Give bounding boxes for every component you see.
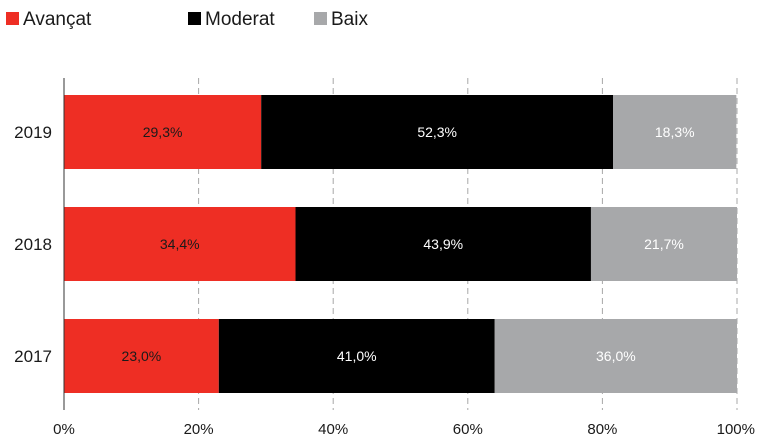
data-label-2018-baix: 21,7% <box>644 236 684 252</box>
legend-label-baix: Baix <box>331 9 368 30</box>
x-tick-label-40: 40% <box>318 421 348 438</box>
axes: 2019 2018 2017 0% 20% 40% 60% 80% 100% <box>14 78 755 438</box>
bar-2019-baix <box>613 95 737 169</box>
bar-2019-moderat <box>261 95 614 169</box>
bar-2018-moderat <box>295 207 591 281</box>
bar-2019-avancat <box>64 95 262 169</box>
data-label-2019-avancat: 29,3% <box>143 124 183 140</box>
x-tick-label-20: 20% <box>184 421 214 438</box>
bar-2017-moderat <box>218 319 495 393</box>
x-tick-label-0: 0% <box>53 421 75 438</box>
data-labels: 29,3% 52,3% 18,3% 34,4% 43,9% 21,7% 23,0% 41,0%… <box>122 124 695 364</box>
legend-label-moderat: Moderat <box>205 9 275 30</box>
data-label-2018-moderat: 43,9% <box>423 236 463 252</box>
data-label-2019-baix: 18,3% <box>655 124 695 140</box>
legend: Avançat Moderat Baix <box>6 9 368 30</box>
bars <box>64 95 737 393</box>
category-label-2019: 2019 <box>14 123 52 142</box>
data-label-2017-moderat: 41,0% <box>337 348 377 364</box>
bar-2017-avancat <box>64 319 219 393</box>
bar-2018-avancat <box>64 207 296 281</box>
x-tick-label-100: 100% <box>717 421 755 438</box>
data-label-2018-avancat: 34,4% <box>160 236 200 252</box>
x-tick-label-80: 80% <box>587 421 617 438</box>
data-label-2017-avancat: 23,0% <box>122 348 162 364</box>
legend-swatch-avancat <box>6 12 19 25</box>
bar-2018-baix <box>590 207 737 281</box>
legend-swatch-moderat <box>188 12 201 25</box>
bar-2017-baix <box>494 319 737 393</box>
category-label-2018: 2018 <box>14 235 52 254</box>
legend-swatch-baix <box>314 12 327 25</box>
legend-label-avancat: Avançat <box>23 9 92 30</box>
data-label-2017-baix: 36,0% <box>596 348 636 364</box>
data-label-2019-moderat: 52,3% <box>417 124 457 140</box>
category-label-2017: 2017 <box>14 347 52 366</box>
x-tick-label-60: 60% <box>453 421 483 438</box>
